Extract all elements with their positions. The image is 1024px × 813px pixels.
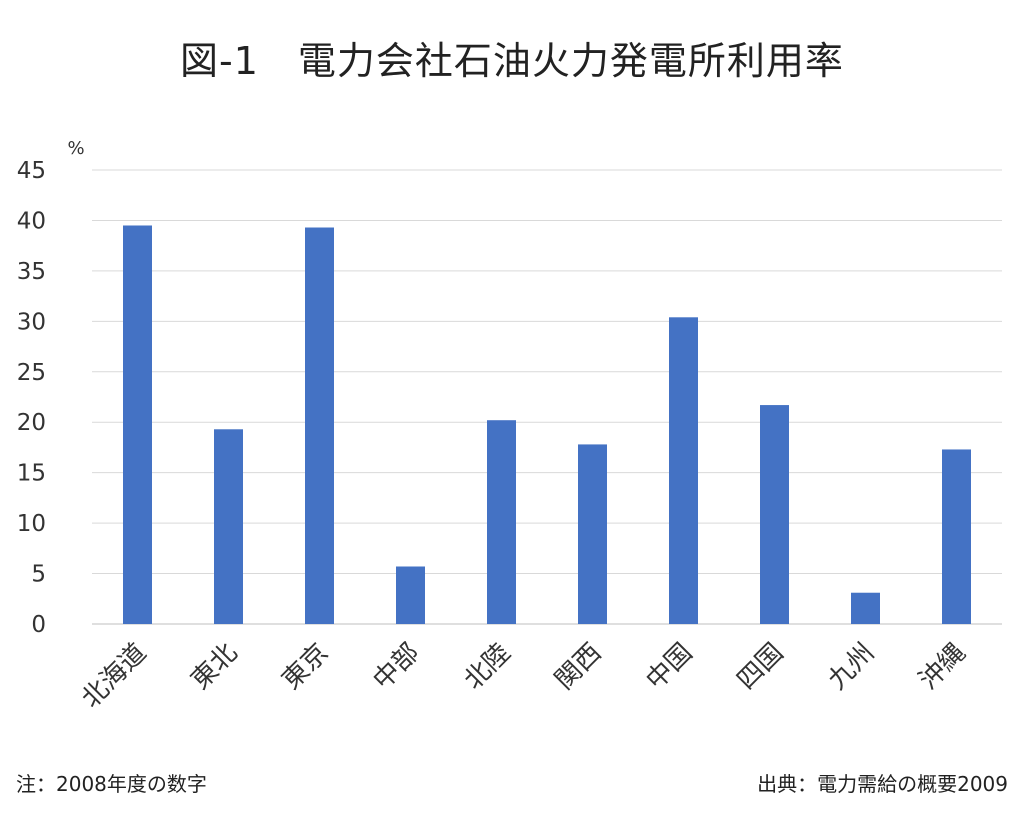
gridlines — [92, 169, 1002, 625]
x-tick-label: 四国 — [731, 638, 789, 696]
y-tick-label: 30 — [17, 309, 46, 335]
x-axis-ticks: 北海道 東北 東京 中部 北陸 関西 中国 四国 九州 沖縄 — [76, 638, 971, 714]
footnote: 注：2008年度の数字 — [16, 772, 207, 796]
x-tick-label: 北陸 — [458, 638, 516, 696]
y-tick-label: 45 — [17, 158, 46, 184]
y-tick-label: 20 — [17, 410, 46, 436]
chart-title: 図-1 電力会社石油火力発電所利用率 — [180, 39, 844, 83]
y-tick-label: 35 — [17, 259, 46, 285]
x-tick-label: 中国 — [640, 638, 698, 696]
bar-8 — [760, 405, 789, 624]
y-tick-label: 15 — [17, 461, 46, 487]
y-tick-label: 0 — [31, 612, 46, 638]
x-tick-label: 関西 — [549, 638, 607, 696]
bar-chart: 0 5 10 15 20 25 30 35 40 45 % 北海道 東北 東京 中部 北陸 関西 中国 四国 九州… — [17, 138, 1002, 714]
bar-7 — [669, 317, 698, 624]
y-tick-label: 25 — [17, 360, 46, 386]
bar-3 — [305, 227, 334, 625]
source-note: 出典：電力需給の概要2009 — [757, 772, 1008, 796]
bar-5 — [487, 420, 516, 624]
x-tick-label: 東京 — [276, 638, 334, 696]
x-tick-label: 北海道 — [76, 638, 152, 714]
y-axis-unit: % — [67, 138, 84, 159]
x-tick-label: 東北 — [185, 638, 243, 696]
x-tick-label: 沖縄 — [913, 638, 971, 696]
bars — [123, 225, 971, 625]
y-tick-label: 5 — [31, 562, 46, 588]
bar-4 — [396, 566, 425, 624]
x-tick-label: 九州 — [822, 638, 880, 696]
y-axis-ticks: 0 5 10 15 20 25 30 35 40 45 — [17, 158, 46, 638]
bar-1 — [123, 225, 152, 624]
bar-9 — [851, 592, 880, 624]
bar-2 — [214, 429, 243, 624]
bar-10 — [942, 449, 971, 624]
x-tick-label: 中部 — [367, 638, 425, 696]
bar-6 — [578, 444, 607, 624]
y-tick-label: 10 — [17, 511, 46, 537]
y-tick-label: 40 — [17, 208, 46, 234]
